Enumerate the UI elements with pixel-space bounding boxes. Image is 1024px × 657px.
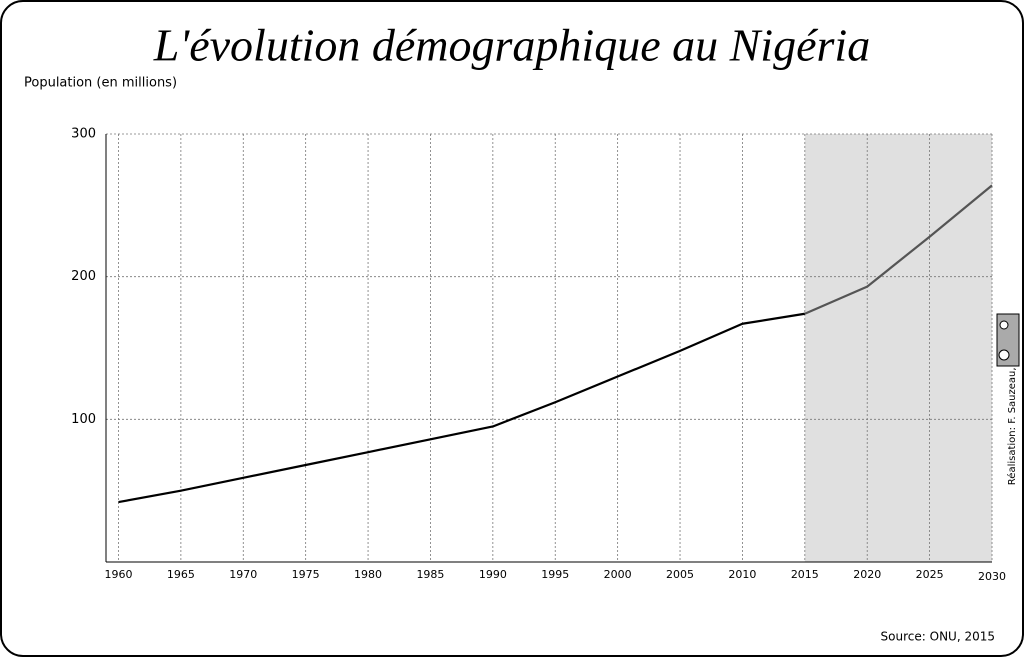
x-tick-label: 1975: [292, 568, 320, 581]
projection-area: [804, 134, 992, 562]
data-line: [804, 184, 993, 315]
x-tick-label: 1965: [167, 568, 195, 581]
y-axis-label: Population (en millions): [24, 76, 177, 91]
credit: Réalisation: F. Sauzeau, 2017: [1006, 339, 1018, 485]
cc-icon: [996, 313, 1020, 367]
x-tick-label: 2030: [978, 570, 1006, 583]
y-tick-label: 100: [71, 412, 96, 427]
y-tick-label: 200: [71, 269, 96, 284]
x-tick-label: 2010: [728, 568, 756, 581]
x-tick-label: 1980: [354, 568, 382, 581]
x-tick-label: 2025: [916, 568, 944, 581]
x-tick-label: 2000: [604, 568, 632, 581]
chart-title: L'évolution démographique au Nigéria: [153, 20, 870, 71]
x-tick-label: 2020: [853, 568, 881, 581]
x-tick-label: 2015: [791, 568, 819, 581]
x-tick-label: 1990: [479, 568, 507, 581]
x-tick-label: 2005: [666, 568, 694, 581]
source: Source: ONU, 2015: [881, 630, 995, 644]
y-tick-label: 300: [71, 127, 96, 142]
x-tick-label: 1985: [416, 568, 444, 581]
x-tick-label: 1970: [229, 568, 257, 581]
x-tick-label: 1960: [104, 568, 132, 581]
data-line: [118, 312, 805, 504]
x-tick-label: 1995: [541, 568, 569, 581]
